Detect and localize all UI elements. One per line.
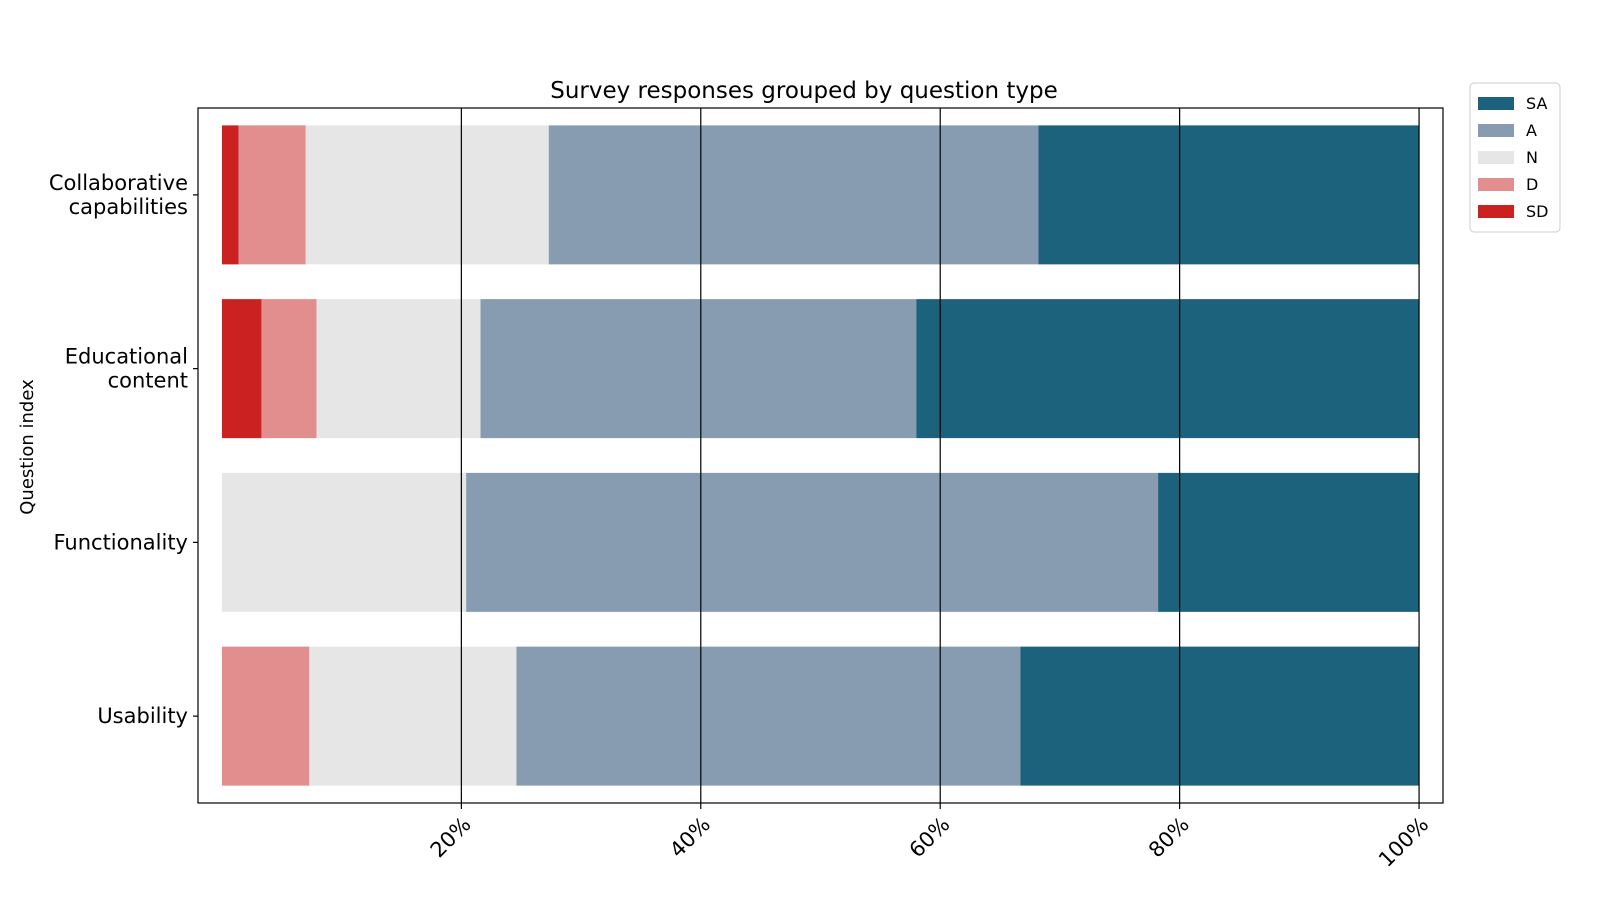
x-tick-label-2: 60% (905, 812, 955, 862)
bar-sd-1 (221, 299, 262, 439)
bar-n-3 (309, 646, 517, 786)
x-tick-label-1: 40% (665, 812, 715, 862)
bar-sd-0 (221, 125, 239, 265)
legend-box (1469, 82, 1561, 233)
bar-a-1 (480, 299, 917, 439)
bars (221, 125, 1420, 786)
legend-label-sa: SA (1526, 94, 1547, 113)
bar-d-1 (261, 299, 317, 439)
y-axis-label: Question index (17, 379, 38, 515)
category-label-2-0: Functionality (53, 530, 188, 554)
bar-n-2 (221, 472, 467, 612)
gridlines-front (460, 108, 1420, 809)
bar-a-3 (516, 646, 1021, 786)
category-label-0-1: capabilities (69, 195, 188, 219)
category-label-3-0: Usability (97, 704, 188, 728)
category-label-1-1: content (108, 369, 188, 393)
bar-sa-3 (1020, 646, 1420, 786)
legend-label-d: D (1526, 175, 1538, 194)
bar-d-0 (238, 125, 306, 265)
bar-n-1 (316, 299, 481, 439)
legend-label-sd: SD (1526, 202, 1548, 221)
x-tick-label-4: 100% (1374, 812, 1433, 871)
legend-swatch-sd (1478, 205, 1514, 218)
legend-label-a: A (1526, 121, 1537, 140)
bar-sa-1 (916, 299, 1420, 439)
legend-swatch-a (1478, 124, 1514, 137)
legend: SA AND SD (1469, 82, 1561, 233)
category-label-1-0: Educational (65, 345, 188, 369)
bar-a-0 (548, 125, 1039, 265)
legend-label-n: N (1526, 148, 1538, 167)
plot-frame (197, 107, 1444, 804)
x-tick-label-3: 80% (1144, 812, 1194, 862)
legend-swatch-d (1478, 178, 1514, 191)
legend-swatch-sa (1478, 97, 1514, 110)
x-tick-labels: 20% 40% 60% 80% 100% (426, 812, 1434, 871)
category-label-0-0: Collaborative (49, 171, 188, 195)
bar-sa-2 (1158, 472, 1420, 612)
chart-title: Survey responses grouped by question typ… (550, 78, 1058, 104)
bar-d-3 (221, 646, 310, 786)
bar-sa-0 (1038, 125, 1420, 265)
x-tick-label-0: 20% (426, 812, 476, 862)
legend-swatch-n (1478, 151, 1514, 164)
bar-n-0 (305, 125, 549, 265)
bar-a-2 (466, 472, 1159, 612)
